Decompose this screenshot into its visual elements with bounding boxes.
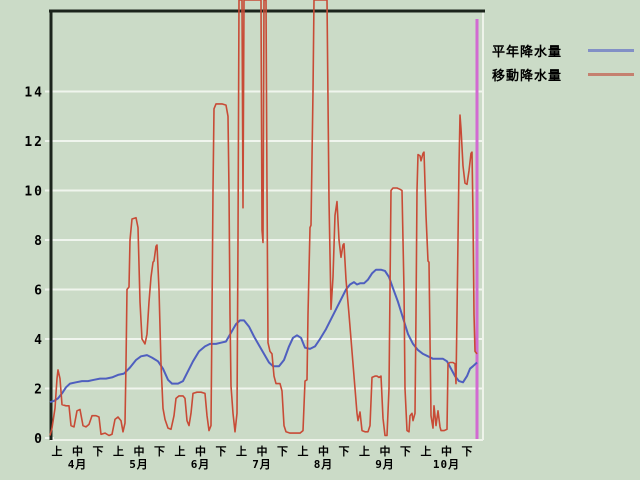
x-period-label: 下 xyxy=(154,445,165,458)
y-axis-label-4: 4 xyxy=(34,333,44,348)
x-period-label: 下 xyxy=(93,445,104,458)
y-axis-label-2: 2 xyxy=(34,383,44,398)
x-period-label: 中 xyxy=(257,444,268,458)
legend: 平年降水量 移動降水量 xyxy=(492,42,634,84)
x-period-label: 中 xyxy=(441,444,452,458)
x-month-label-4: 4月 xyxy=(68,458,88,471)
y-axis-label-6: 6 xyxy=(34,284,44,299)
legend-item-moving: 移動降水量 xyxy=(492,66,634,84)
x-period-label: 下 xyxy=(216,445,227,458)
y-axis-label-14: 14 xyxy=(24,86,44,101)
x-period-label: 上 xyxy=(421,444,432,458)
x-period-label: 上 xyxy=(236,444,247,458)
legend-swatch-moving xyxy=(588,73,634,76)
x-period-label: 上 xyxy=(113,444,124,458)
x-month-label-9: 9月 xyxy=(375,458,395,471)
legend-item-normal: 平年降水量 xyxy=(492,42,634,60)
x-period-label: 中 xyxy=(318,444,329,458)
legend-swatch-normal xyxy=(588,49,634,52)
x-period-label: 中 xyxy=(195,444,206,458)
y-axis-label-10: 10 xyxy=(24,185,44,200)
moving-precip-line xyxy=(49,0,478,437)
x-period-label: 下 xyxy=(339,445,350,458)
x-period-label: 下 xyxy=(400,445,411,458)
legend-label-normal: 平年降水量 xyxy=(492,45,563,60)
x-period-label: 中 xyxy=(380,444,391,458)
x-month-label-8: 8月 xyxy=(314,458,334,471)
x-period-label: 上 xyxy=(52,444,63,458)
normal-precip-line xyxy=(49,268,478,404)
x-period-label: 下 xyxy=(277,445,288,458)
x-period-label: 上 xyxy=(359,444,370,458)
x-period-label: 上 xyxy=(298,444,309,458)
x-period-label: 中 xyxy=(72,444,83,458)
x-month-label-5: 5月 xyxy=(129,458,149,471)
x-month-label-10: 10月 xyxy=(433,458,460,471)
x-month-label-6: 6月 xyxy=(191,458,211,471)
legend-label-moving: 移動降水量 xyxy=(492,69,563,84)
x-period-label: 上 xyxy=(175,444,186,458)
y-axis-label-8: 8 xyxy=(34,234,44,249)
y-axis-label-12: 12 xyxy=(24,135,44,150)
x-period-label: 下 xyxy=(462,445,473,458)
x-month-label-7: 7月 xyxy=(252,458,272,471)
x-period-label: 中 xyxy=(134,444,145,458)
y-axis-label-0: 0 xyxy=(34,432,44,447)
